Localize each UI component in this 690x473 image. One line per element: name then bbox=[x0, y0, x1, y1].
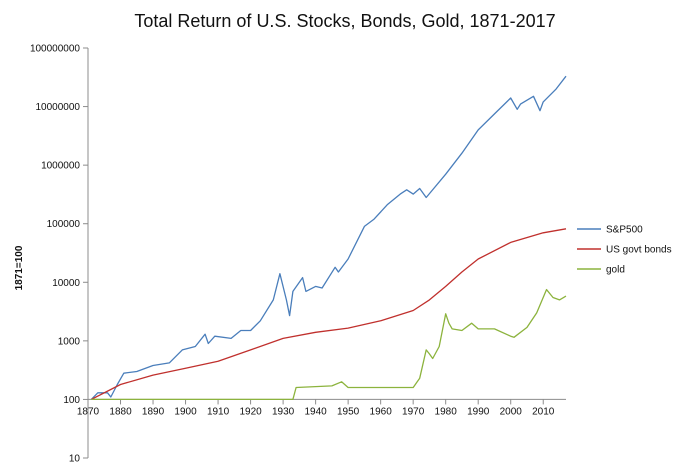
x-tick-label: 1960 bbox=[370, 406, 393, 417]
x-tick-label: 1900 bbox=[174, 406, 197, 417]
x-tick-label: 2000 bbox=[500, 406, 523, 417]
y-tick-label: 10000000 bbox=[36, 102, 81, 113]
y-tick-label: 100000 bbox=[47, 219, 81, 230]
x-tick-label: 1950 bbox=[337, 406, 360, 417]
series-line-gold bbox=[91, 288, 567, 401]
y-tick-label: 1000 bbox=[58, 336, 81, 347]
series-line-us-govt-bonds bbox=[91, 228, 567, 400]
y-tick-label: 1000000 bbox=[41, 161, 80, 172]
legend-label: gold bbox=[606, 265, 625, 276]
x-tick-label: 1930 bbox=[272, 406, 295, 417]
x-tick-label: 1980 bbox=[435, 406, 458, 417]
y-tick-label: 10 bbox=[69, 454, 81, 465]
x-tick-label: 1990 bbox=[467, 406, 490, 417]
y-tick-label: 100000000 bbox=[30, 44, 80, 55]
x-tick-label: 1970 bbox=[402, 406, 425, 417]
x-tick-label: 1870 bbox=[77, 406, 100, 417]
legend-label: US govt bonds bbox=[606, 245, 672, 256]
legend: S&P500 US govt bonds gold bbox=[577, 225, 672, 276]
plot-area: 10 100 1000 10000 100000 1000000 10000000 10000… bbox=[30, 44, 567, 465]
x-tick-label: 1920 bbox=[239, 406, 262, 417]
legend-label: S&P500 bbox=[606, 225, 643, 236]
y-axis-title: 1871=100 bbox=[14, 245, 25, 290]
series-line-s-p500 bbox=[90, 75, 567, 400]
x-tick-label: 1910 bbox=[207, 406, 230, 417]
x-tick-label: 1880 bbox=[109, 406, 132, 417]
chart-title: Total Return of U.S. Stocks, Bonds, Gold… bbox=[134, 11, 555, 31]
x-tick-label: 2010 bbox=[532, 406, 555, 417]
x-tick-label: 1890 bbox=[142, 406, 165, 417]
x-tick-label: 1940 bbox=[304, 406, 327, 417]
y-tick-label: 10000 bbox=[52, 278, 80, 289]
y-tick-label: 100 bbox=[63, 395, 80, 406]
